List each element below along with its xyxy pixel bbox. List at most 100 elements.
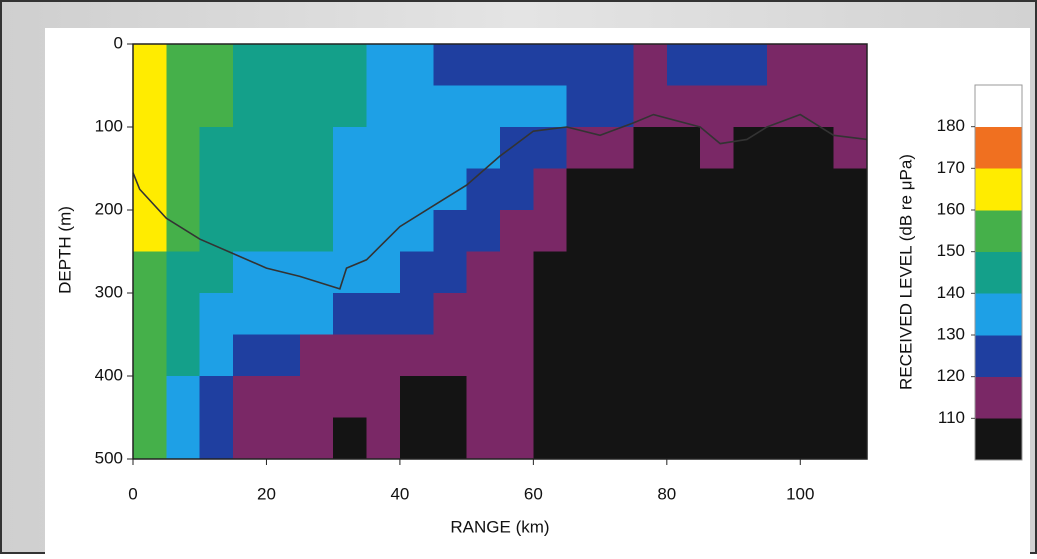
- x-tick-label: 0: [128, 484, 137, 503]
- cell: [399, 251, 434, 294]
- y-tick-label: 500: [95, 448, 123, 467]
- x-axis-label: RANGE (km): [450, 517, 549, 536]
- cell: [666, 334, 701, 377]
- cell: [433, 44, 468, 86]
- x-tick-label: 20: [257, 484, 276, 503]
- cell: [766, 251, 801, 294]
- cell: [766, 376, 801, 418]
- cell: [366, 85, 401, 128]
- cell: [600, 85, 634, 128]
- cell: [299, 334, 334, 377]
- cell: [666, 293, 701, 335]
- cell: [133, 85, 167, 128]
- cell: [566, 417, 601, 460]
- cell: [133, 334, 167, 377]
- cell: [366, 376, 401, 418]
- cell: [399, 127, 434, 169]
- cell: [166, 168, 201, 211]
- cell: [399, 334, 434, 377]
- cell: [133, 127, 167, 169]
- cell: [600, 210, 634, 252]
- cell: [733, 376, 768, 418]
- cell: [800, 210, 835, 252]
- cell: [666, 210, 701, 252]
- cell: [166, 417, 201, 460]
- cell: [700, 417, 735, 460]
- cell: [766, 293, 801, 335]
- cell: [166, 85, 201, 128]
- cell: [566, 44, 601, 86]
- cell: [299, 251, 334, 294]
- cell: [466, 417, 501, 460]
- bathymetry-line: [132, 113, 868, 290]
- cell: [533, 168, 568, 211]
- cell: [466, 251, 501, 294]
- cell: [533, 417, 568, 460]
- cell: [800, 376, 835, 418]
- cell: [466, 334, 501, 377]
- cell: [733, 210, 768, 252]
- cell: [299, 127, 334, 169]
- cell: [333, 334, 368, 377]
- cell: [233, 417, 267, 460]
- cell: [833, 44, 868, 86]
- cell: [166, 44, 201, 86]
- cell: [233, 376, 267, 418]
- heatmap: [133, 44, 868, 460]
- cell: [399, 376, 434, 418]
- cell: [733, 251, 768, 294]
- cell: [700, 44, 735, 86]
- cell: [299, 44, 334, 86]
- cell: [466, 376, 501, 418]
- cell: [633, 334, 668, 377]
- cell: [433, 251, 468, 294]
- cell: [833, 251, 868, 294]
- cell: [833, 127, 868, 169]
- cell: [133, 210, 167, 252]
- x-tick-label: 40: [390, 484, 409, 503]
- cell: [733, 44, 768, 86]
- cell: [233, 210, 267, 252]
- cell: [133, 293, 167, 335]
- colorbar-border: [974, 84, 1023, 461]
- cell: [833, 417, 868, 460]
- cell: [266, 85, 301, 128]
- cell: [666, 85, 701, 128]
- y-tick-label: 0: [114, 33, 123, 52]
- cell: [500, 85, 534, 128]
- cell: [800, 251, 835, 294]
- cell: [566, 210, 601, 252]
- colorbar-swatch: [975, 85, 1022, 127]
- cell: [233, 168, 267, 211]
- colorbar-tick-label: 120: [937, 366, 965, 385]
- cell: [700, 127, 735, 169]
- x-tick-label: 60: [524, 484, 543, 503]
- colorbar-tick-label: 160: [937, 199, 965, 218]
- cell: [266, 293, 301, 335]
- cell: [199, 251, 234, 294]
- colorbar-tick-label: 170: [937, 158, 965, 177]
- cell: [733, 417, 768, 460]
- cell: [733, 85, 768, 128]
- cell: [566, 251, 601, 294]
- cell: [233, 251, 267, 294]
- cell: [399, 293, 434, 335]
- cell: [533, 210, 568, 252]
- plot-border: [132, 43, 868, 460]
- cell: [600, 376, 634, 418]
- x-tick-label: 80: [657, 484, 676, 503]
- cell: [466, 210, 501, 252]
- cell: [533, 44, 568, 86]
- cell: [233, 44, 267, 86]
- cell: [500, 210, 534, 252]
- cell: [566, 168, 601, 211]
- cell: [333, 293, 368, 335]
- cell: [233, 293, 267, 335]
- cell: [666, 376, 701, 418]
- cell: [299, 417, 334, 460]
- cell: [600, 168, 634, 211]
- x-tick-label: 100: [786, 484, 814, 503]
- colorbar-swatch: [975, 418, 1022, 461]
- cell: [333, 127, 368, 169]
- cell: [433, 210, 468, 252]
